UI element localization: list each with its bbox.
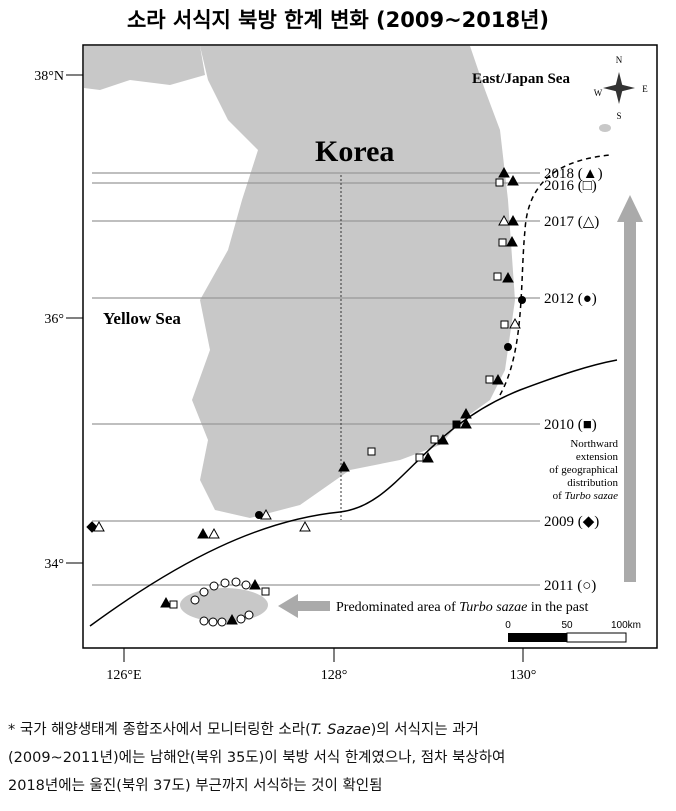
past-part: in the past <box>527 600 588 615</box>
note-part: of <box>553 490 565 502</box>
footnote-part: )의 서식지는 과거 <box>370 722 479 738</box>
footnote-line: (2009~2011년)에는 남해안(북위 35도)이 북방 서식 한계였으나,… <box>8 750 506 766</box>
year-label: 2012 (●) <box>544 291 597 307</box>
note-line: of Turbo sazae <box>553 490 619 502</box>
arrow-head <box>278 594 298 618</box>
arrow-north <box>624 220 636 582</box>
arrow-left <box>298 601 330 611</box>
lon-label: 130° <box>510 668 537 683</box>
compass-n: N <box>616 55 623 65</box>
markers <box>86 166 526 627</box>
labels: Korea Yellow Sea East/Japan Sea 2018 (▲)… <box>103 71 618 615</box>
footnote-line: 2018년에는 울진(북위 37도) 부근까지 서식하는 것이 확인됨 <box>8 778 383 794</box>
footnote: * 국가 해양생태계 종합조사에서 모니터링한 소라(T. Sazae)의 서식… <box>8 716 668 800</box>
land <box>84 46 611 622</box>
title: 소라 서식지 북방 한계 변화 (2009~2018년) <box>126 8 550 32</box>
footnote-part: * 국가 해양생태계 종합조사에서 모니터링한 소라( <box>8 722 311 738</box>
new-limit <box>499 154 611 396</box>
past-limit <box>89 359 618 627</box>
note-part: Turbo sazae <box>565 490 619 502</box>
note-line: distribution <box>567 477 618 489</box>
note-line: of geographical <box>549 464 618 476</box>
year-label: 2017 (△) <box>544 214 599 230</box>
compass-w: W <box>594 88 603 98</box>
past-area-label: Predominated area of Turbo sazae in the … <box>336 600 588 615</box>
compass-e: E <box>642 84 648 94</box>
compass: N S W E <box>594 55 649 121</box>
map: N S W E Korea Yellow Sea East/Japan Sea … <box>34 44 658 683</box>
extension-note: Northward extension of geographical dist… <box>549 438 618 502</box>
arrow-head <box>617 195 643 222</box>
year-label: 2009 (◆) <box>544 514 599 530</box>
lat-label: 34° <box>44 557 64 572</box>
past-part: Predominated area of <box>336 600 459 615</box>
year-labels: 2018 (▲) 2016 (□) 2017 (△) 2012 (●) 2010… <box>544 166 603 594</box>
place-label: Korea <box>315 135 394 168</box>
scale-label: 50 <box>561 620 573 631</box>
year-label: 2018 (▲) <box>544 166 603 182</box>
scale-label: 100km <box>611 620 641 631</box>
graticule-labels: 38°N 36° 34° 126°E 128° 130° <box>34 69 536 683</box>
place-label: East/Japan Sea <box>472 71 570 87</box>
year-label: 2016 (□) <box>544 178 597 194</box>
compass-s: S <box>616 111 621 121</box>
note-line: Northward <box>570 438 618 450</box>
note-line: extension <box>576 451 619 463</box>
lat-label: 36° <box>44 312 64 327</box>
scale-label: 0 <box>505 620 511 631</box>
lon-label: 128° <box>321 668 348 683</box>
scale-bar: 0 50 100km <box>505 620 641 643</box>
place-label: Yellow Sea <box>103 309 181 328</box>
lon-label: 126°E <box>106 668 141 683</box>
year-label: 2011 (○) <box>544 578 596 594</box>
lat-label: 38°N <box>34 69 64 84</box>
past-part: Turbo sazae <box>459 600 527 615</box>
footnote-part: T. Sazae <box>310 722 371 738</box>
year-label: 2010 (■) <box>544 417 597 433</box>
footnote-line: * 국가 해양생태계 종합조사에서 모니터링한 소라(T. Sazae)의 서식… <box>8 716 668 744</box>
